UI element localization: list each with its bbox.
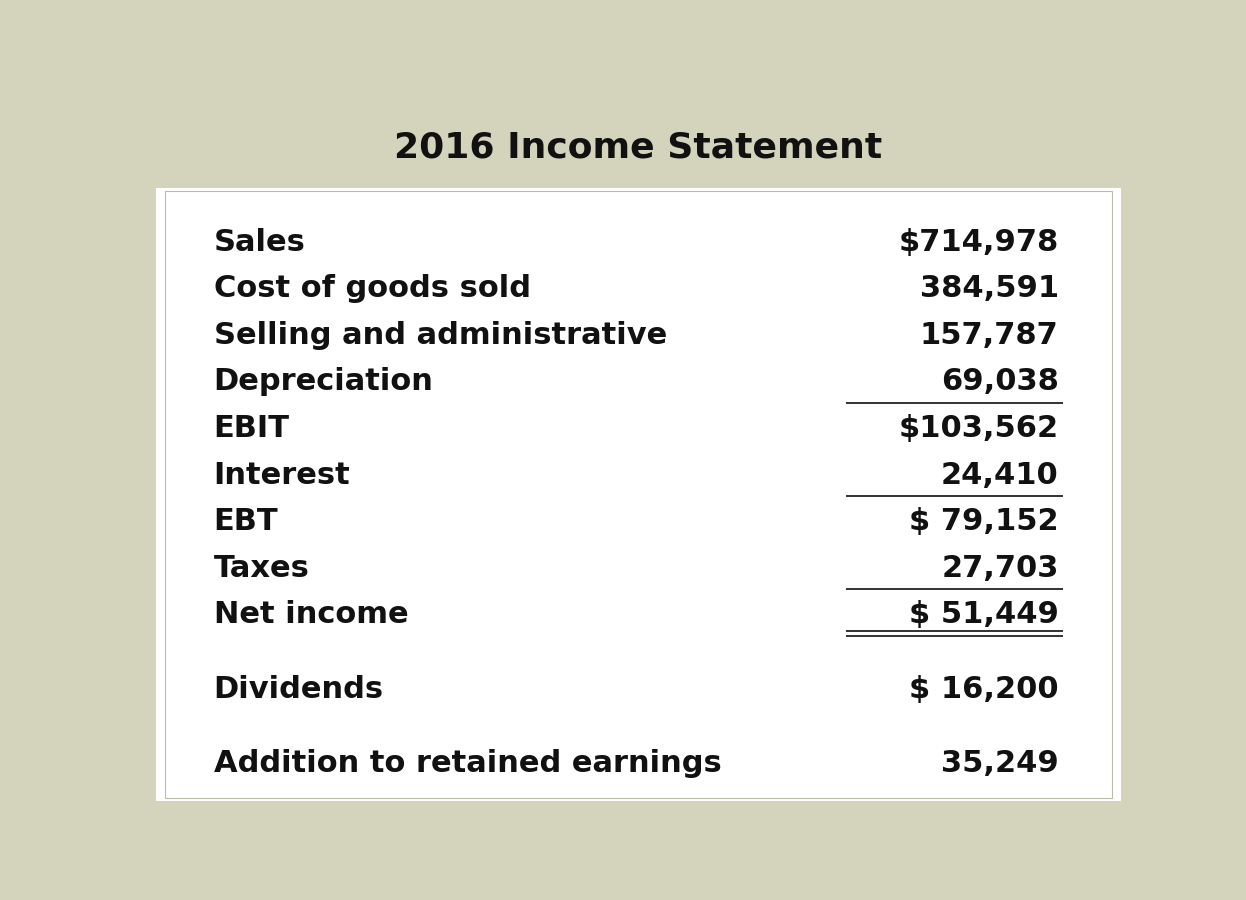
Text: $103,562: $103,562 [898, 414, 1059, 443]
Text: 24,410: 24,410 [941, 461, 1059, 490]
Text: 69,038: 69,038 [941, 367, 1059, 396]
Text: Taxes: Taxes [214, 554, 309, 582]
Text: Cost of goods sold: Cost of goods sold [214, 274, 531, 303]
Text: Net income: Net income [214, 600, 409, 629]
Text: Dividends: Dividends [214, 675, 384, 704]
Text: 35,249: 35,249 [941, 750, 1059, 778]
Text: EBT: EBT [214, 507, 278, 536]
Text: $714,978: $714,978 [898, 228, 1059, 256]
Text: 2016 Income Statement: 2016 Income Statement [395, 130, 882, 165]
Text: 157,787: 157,787 [920, 320, 1059, 350]
Text: $ 51,449: $ 51,449 [908, 600, 1059, 629]
Text: Addition to retained earnings: Addition to retained earnings [214, 750, 721, 778]
Text: 384,591: 384,591 [920, 274, 1059, 303]
Text: Selling and administrative: Selling and administrative [214, 320, 667, 350]
Text: Depreciation: Depreciation [214, 367, 434, 396]
Text: Sales: Sales [214, 228, 305, 256]
Text: $ 16,200: $ 16,200 [910, 675, 1059, 704]
Text: EBIT: EBIT [214, 414, 289, 443]
FancyBboxPatch shape [156, 188, 1121, 801]
Text: $ 79,152: $ 79,152 [910, 507, 1059, 536]
Text: 27,703: 27,703 [941, 554, 1059, 582]
Text: Interest: Interest [214, 461, 350, 490]
FancyBboxPatch shape [156, 108, 1121, 188]
